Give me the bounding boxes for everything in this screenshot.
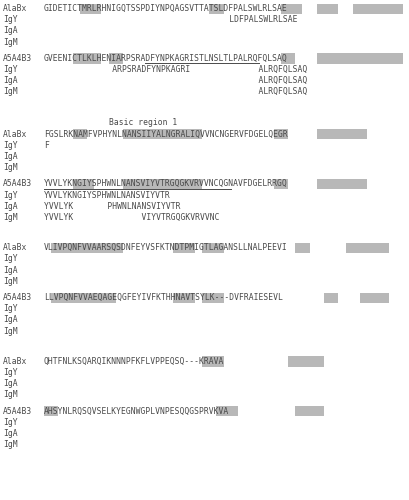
Bar <box>209 4 223 14</box>
Text: IgY: IgY <box>3 304 18 313</box>
Bar <box>295 406 324 416</box>
Bar <box>317 54 338 64</box>
Bar <box>346 243 360 253</box>
Text: IgM: IgM <box>3 277 18 286</box>
Bar <box>44 406 58 416</box>
Text: IgY: IgY <box>3 65 18 74</box>
Bar <box>173 243 195 253</box>
Bar <box>338 54 403 64</box>
Text: IgM: IgM <box>3 326 18 336</box>
Text: IgA: IgA <box>3 316 18 324</box>
Text: IgM: IgM <box>3 38 18 46</box>
Bar <box>51 292 116 303</box>
Text: IgM: IgM <box>3 163 18 172</box>
Text: AlaBx: AlaBx <box>3 357 27 366</box>
Text: IgA: IgA <box>3 202 18 211</box>
Text: Basic region 1: Basic region 1 <box>109 118 177 126</box>
Bar <box>281 4 303 14</box>
Bar <box>73 129 87 140</box>
Bar <box>274 129 288 140</box>
Text: IgA: IgA <box>3 26 18 36</box>
Text: FGSLRKNAMFVPHYNLNANSIIYALNGRALIQVVNCNGERVFDGELQEGR: FGSLRKNAMFVPHYNLNANSIIYALNGRALIQVVNCNGER… <box>44 130 288 138</box>
Bar <box>73 179 94 190</box>
Text: LDFPALSWLRLSAE: LDFPALSWLRLSAE <box>44 15 297 24</box>
Bar <box>317 129 367 140</box>
Bar <box>202 292 223 303</box>
Text: YVVLYKNGIYSPHWNLNANSVIYVTRGQGKVRVVNCQGNAVFDGELRRGQ: YVVLYKNGIYSPHWNLNANSVIYVTRGQGKVRVVNCQGNA… <box>44 180 288 188</box>
Bar <box>360 243 389 253</box>
Text: AlaBx: AlaBx <box>3 243 27 252</box>
Text: IgA: IgA <box>3 266 18 274</box>
Text: QHTFNLKSQARQIKNNNPFKFLVPPEQSQ---KRAVA: QHTFNLKSQARQIKNNNPFKFLVPPEQSQ---KRAVA <box>44 357 225 366</box>
Text: IgM: IgM <box>3 88 18 96</box>
Bar <box>324 292 338 303</box>
Bar <box>202 243 223 253</box>
Text: ALRQFQLSAQ: ALRQFQLSAQ <box>44 88 307 96</box>
Bar <box>123 179 202 190</box>
Text: F: F <box>44 141 49 150</box>
Text: IgY: IgY <box>3 418 18 427</box>
Text: GIDETICTMRLRHNIGQTSSPDIYNPQAGSVTTATSLDFPALSWLRLSAE: GIDETICTMRLRHNIGQTSSPDIYNPQAGSVTTATSLDFP… <box>44 4 288 13</box>
Text: LLVPQNFVVAEQAGEQGFEYIVFKTHHNAVTSYLK---DVFRAIESEVL: LLVPQNFVVAEQAGEQGFEYIVFKTHHNAVTSYLK---DV… <box>44 293 283 302</box>
Text: IgM: IgM <box>3 440 18 449</box>
Text: IgA: IgA <box>3 76 18 85</box>
Bar <box>51 243 123 253</box>
Bar <box>353 4 403 14</box>
Bar <box>202 356 223 366</box>
Text: ARPSRADFYNPKAGRI              ALRQFQLSAQ: ARPSRADFYNPKAGRI ALRQFQLSAQ <box>44 65 307 74</box>
Bar <box>274 179 288 190</box>
Text: IgY: IgY <box>3 190 18 200</box>
Text: IgM: IgM <box>3 213 18 222</box>
Text: A5A4B3: A5A4B3 <box>3 293 32 302</box>
Bar <box>288 356 324 366</box>
Text: AlaBx: AlaBx <box>3 130 27 138</box>
Text: YVVLYK       PHWNLNANSVIYVTR: YVVLYK PHWNLNANSVIYVTR <box>44 202 180 211</box>
Text: IgY: IgY <box>3 15 18 24</box>
Text: IgA: IgA <box>3 379 18 388</box>
Text: IgY: IgY <box>3 141 18 150</box>
Bar <box>360 292 389 303</box>
Bar <box>173 292 195 303</box>
Text: VLIVPQNFVVAARSQSDNFEYVSFKTNDTPMIGTLAGANSLLNALPEEVI: VLIVPQNFVVAARSQSDNFEYVSFKTNDTPMIGTLAGANS… <box>44 243 288 252</box>
Bar <box>80 4 101 14</box>
Text: IgA: IgA <box>3 152 18 161</box>
Text: A5A4B3: A5A4B3 <box>3 54 32 63</box>
Text: IgA: IgA <box>3 429 18 438</box>
Text: GVEENICTLKLHENIARPSRADFYNPKAGRISTLNSLTLPALRQFQLSAQ: GVEENICTLKLHENIARPSRADFYNPKAGRISTLNSLTLP… <box>44 54 288 63</box>
Bar <box>123 129 202 140</box>
Text: IgM: IgM <box>3 390 18 400</box>
Bar <box>317 179 367 190</box>
Text: A5A4B3: A5A4B3 <box>3 406 32 416</box>
Text: AlaBx: AlaBx <box>3 4 27 13</box>
Bar <box>216 406 238 416</box>
Text: YVVLYK              VIYVTRGQGKVRVVNC: YVVLYK VIYVTRGQGKVRVVNC <box>44 213 220 222</box>
Text: ALRQFQLSAQ: ALRQFQLSAQ <box>44 76 307 85</box>
Bar <box>295 243 310 253</box>
Text: AHSYNLRQSQVSELKYEGNWGPLVNPESQQGSPRVKVA: AHSYNLRQSQVSELKYEGNWGPLVNPESQQGSPRVKVA <box>44 406 229 416</box>
Text: IgY: IgY <box>3 368 18 377</box>
Text: YVVLYKNGIYSPHWNLNANSVIYVTR: YVVLYKNGIYSPHWNLNANSVIYVTR <box>44 190 171 200</box>
Bar <box>109 54 123 64</box>
Bar <box>281 54 295 64</box>
Text: A5A4B3: A5A4B3 <box>3 180 32 188</box>
Text: IgY: IgY <box>3 254 18 264</box>
Bar <box>73 54 101 64</box>
Bar <box>317 4 338 14</box>
